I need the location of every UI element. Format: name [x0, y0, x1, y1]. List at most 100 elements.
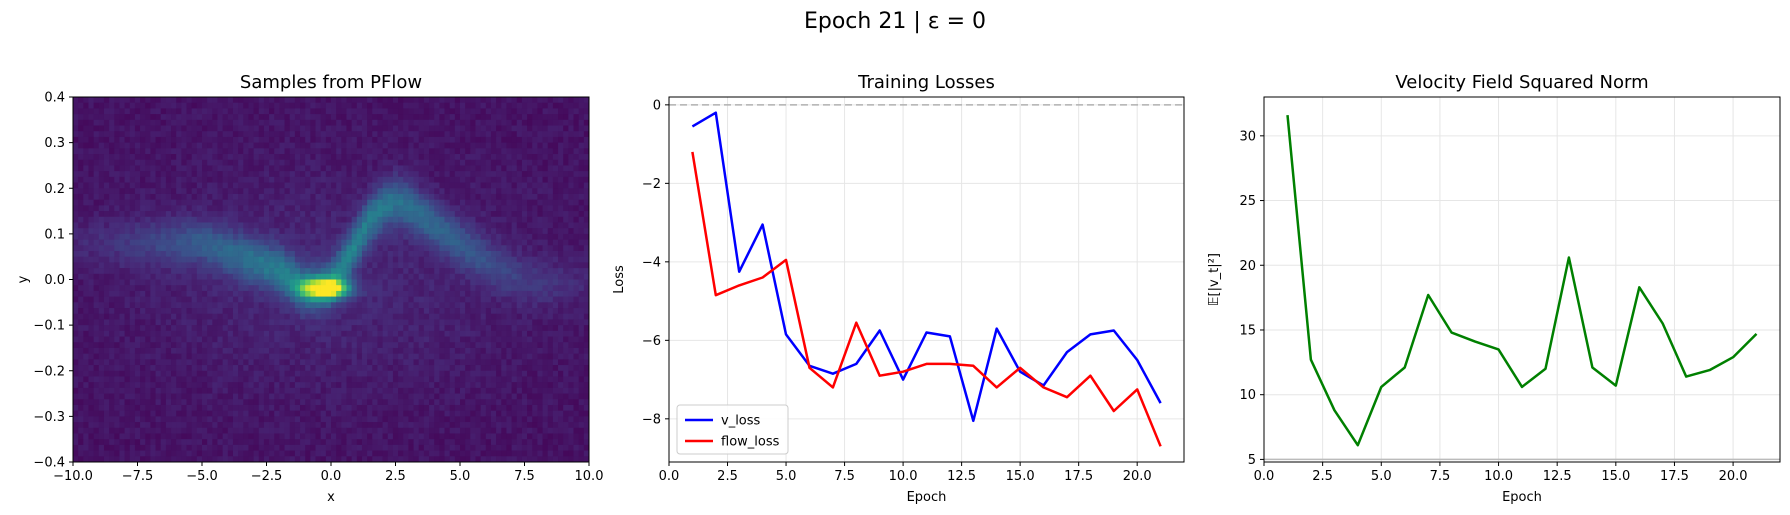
heatmap-cell: [377, 342, 383, 349]
heatmap-cell: [325, 239, 332, 246]
heatmap-cell: [485, 165, 492, 172]
heatmap-cell: [109, 154, 115, 161]
heatmap-cell: [129, 176, 136, 183]
heatmap-cell: [93, 313, 100, 320]
heatmap-cell: [351, 108, 358, 115]
heatmap-cell: [145, 228, 151, 235]
heatmap-cell: [361, 302, 368, 309]
heatmap-cell: [284, 165, 291, 172]
heatmap-cell: [176, 290, 182, 297]
heatmap-cell: [119, 268, 125, 275]
heatmap-cell: [258, 148, 265, 155]
heatmap-cell: [83, 279, 89, 286]
heatmap-cell: [460, 199, 466, 206]
heatmap-cell: [563, 233, 569, 240]
heatmap-cell: [109, 325, 115, 332]
heatmap-cell: [361, 193, 368, 200]
heatmap-cell: [506, 119, 512, 126]
heatmap-cell: [114, 136, 120, 143]
heatmap-cell: [506, 125, 512, 132]
heatmap-cell: [423, 97, 430, 103]
heatmap-cell: [563, 193, 569, 200]
heatmap-cell: [103, 290, 110, 297]
heatmap-cell: [207, 296, 213, 303]
heatmap-cell: [439, 262, 445, 269]
heatmap-cell: [119, 365, 125, 372]
heatmap-cell: [217, 125, 223, 132]
heatmap-cell: [155, 171, 162, 178]
heatmap-cell: [160, 262, 167, 269]
heatmap-cell: [186, 365, 192, 372]
heatmap-cell: [444, 365, 450, 372]
heatmap-cell: [377, 125, 383, 132]
heatmap-cell: [336, 336, 342, 343]
heatmap-cell: [165, 154, 172, 161]
heatmap-cell: [490, 279, 497, 286]
heatmap-cell: [444, 199, 450, 206]
heatmap-cell: [511, 342, 518, 349]
heatmap-cell: [485, 114, 492, 121]
heatmap-cell: [191, 114, 198, 121]
heatmap-cell: [367, 285, 373, 292]
heatmap-cell: [258, 154, 265, 161]
heatmap-cell: [88, 330, 94, 337]
heatmap-cell: [124, 171, 131, 178]
heatmap-cell: [129, 256, 136, 263]
heatmap-cell: [408, 211, 414, 218]
heatmap-cell: [212, 239, 218, 246]
heatmap-cell: [449, 182, 456, 189]
heatmap-cell: [73, 330, 79, 337]
heatmap-cell: [212, 199, 218, 206]
heatmap-cell: [171, 136, 177, 143]
heatmap-cell: [583, 268, 590, 275]
heatmap-cell: [227, 313, 234, 320]
heatmap-cell: [294, 330, 301, 337]
heatmap-cell: [454, 262, 461, 269]
heatmap-cell: [583, 176, 590, 183]
heatmap-cell: [73, 347, 79, 354]
heatmap-cell: [134, 182, 141, 189]
heatmap-cell: [465, 353, 471, 360]
heatmap-cell: [382, 125, 389, 132]
heatmap-cell: [320, 347, 327, 354]
heatmap-cell: [568, 336, 574, 343]
heatmap-cell: [310, 268, 316, 275]
heatmap-cell: [501, 108, 507, 115]
heatmap-cell: [83, 370, 89, 377]
heatmap-cell: [129, 154, 136, 161]
heatmap-cell: [475, 131, 481, 138]
heatmap-cell: [98, 97, 105, 103]
heatmap-cell: [511, 199, 518, 206]
heatmap-cell: [274, 119, 280, 126]
heatmap-cell: [547, 239, 554, 246]
heatmap-cell: [537, 353, 543, 360]
heatmap-cell: [119, 228, 125, 235]
heatmap-cell: [542, 342, 549, 349]
heatmap-cell: [232, 353, 239, 360]
heatmap-cell: [449, 285, 456, 292]
heatmap-cell: [103, 182, 110, 189]
heatmap-cell: [78, 245, 84, 252]
heatmap-cell: [372, 330, 378, 337]
heatmap-cell: [83, 119, 89, 126]
heatmap-cell: [454, 216, 461, 223]
heatmap-cell: [558, 125, 564, 132]
heatmap-cell: [212, 131, 218, 138]
heatmap-cell: [284, 199, 291, 206]
heatmap-cell: [289, 262, 296, 269]
heatmap-cell: [274, 102, 280, 109]
heatmap-cell: [78, 336, 84, 343]
heatmap-cell: [186, 97, 192, 103]
heatmap-cell: [573, 273, 579, 280]
heatmap-cell: [454, 336, 461, 343]
heatmap-cell: [258, 376, 265, 383]
heatmap-cell: [361, 279, 368, 286]
heatmap-cell: [129, 336, 136, 343]
heatmap-cell: [573, 211, 579, 218]
heatmap-cell: [320, 245, 327, 252]
heatmap-cell: [284, 176, 291, 183]
heatmap-cell: [485, 262, 492, 269]
heatmap-cell: [155, 222, 162, 229]
heatmap-cell: [501, 273, 507, 280]
heatmap-cell: [485, 176, 492, 183]
